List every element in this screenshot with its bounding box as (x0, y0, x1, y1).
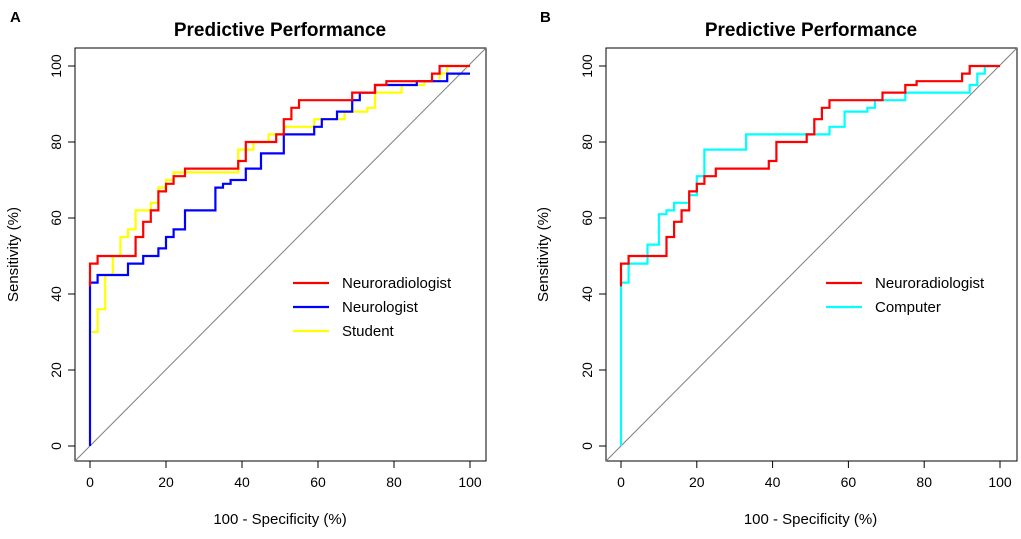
roc-curve-neuroradiologist (88, 64, 470, 287)
y-tick-label: 20 (48, 362, 64, 378)
x-tick-label: 60 (841, 474, 857, 490)
y-tick-label: 100 (579, 54, 595, 78)
legend-label-neurologist: Neurologist (342, 299, 419, 316)
y-tick-label: 60 (579, 210, 595, 226)
x-tick-label: 40 (234, 474, 250, 490)
x-tick-label: 80 (916, 474, 932, 490)
chart-title: Predictive Performance (705, 20, 917, 41)
diagonal-reference-line (605, 47, 1018, 462)
x-tick-label: 100 (458, 474, 482, 490)
roc-curve-student (90, 64, 470, 334)
legend-label-computer: Computer (875, 299, 941, 316)
y-tick-label: 0 (579, 442, 595, 450)
roc-curve-neuroradiologist (619, 64, 1000, 287)
chart-panel-b: B Predictive Performance 0 20 40 60 80 100 0 20 40… (535, 9, 1018, 528)
x-tick-label: 0 (617, 474, 625, 490)
y-tick-label: 60 (48, 210, 64, 226)
x-tick-label: 20 (689, 474, 705, 490)
x-tick-label: 0 (86, 474, 94, 490)
chart-title: Predictive Performance (174, 20, 386, 41)
roc-curve-computer (619, 64, 1000, 446)
legend-label-student: Student (342, 323, 395, 340)
panel-label: B (540, 9, 551, 26)
chart-panel-a: A Predictive Performance 0 20 40 60 80 100 0 20 40… (5, 9, 487, 528)
y-tick-label: 0 (48, 442, 64, 450)
legend-label-neuroradiologist: Neuroradiologist (342, 275, 452, 292)
x-tick-label: 100 (988, 474, 1012, 490)
x-tick-label: 20 (158, 474, 174, 490)
y-tick-label: 100 (48, 54, 64, 78)
y-tick-label: 40 (579, 286, 595, 302)
x-tick-label: 60 (310, 474, 326, 490)
x-tick-label: 80 (386, 474, 402, 490)
y-tick-label: 80 (579, 134, 595, 150)
roc-curve-neurologist (88, 72, 470, 446)
legend-label-neuroradiologist: Neuroradiologist (875, 275, 985, 292)
x-axis-title: 100 - Specificity (%) (213, 511, 346, 528)
x-tick-label: 40 (765, 474, 781, 490)
panel-label: A (10, 9, 21, 26)
y-tick-label: 80 (48, 134, 64, 150)
diagonal-reference-line (74, 47, 487, 462)
x-axis-title: 100 - Specificity (%) (744, 511, 877, 528)
y-axis-title: Sensitivity (%) (535, 207, 552, 302)
y-tick-label: 20 (579, 362, 595, 378)
y-tick-label: 40 (48, 286, 64, 302)
y-axis-title: Sensitivity (%) (5, 207, 22, 302)
